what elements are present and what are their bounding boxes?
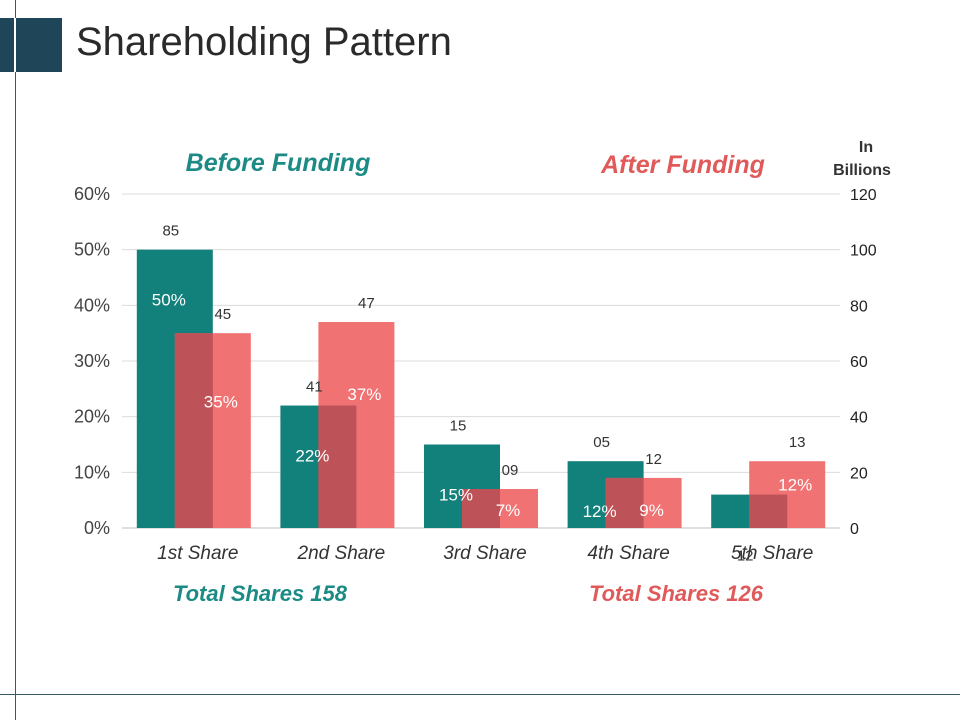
bar-overlap bbox=[462, 489, 500, 528]
y-tick-right: 60 bbox=[850, 354, 868, 371]
right-axis-label-line2: Billions bbox=[833, 162, 891, 179]
left-vertical-rule bbox=[15, 0, 16, 720]
y-tick-left: 30% bbox=[74, 351, 110, 371]
total-shares-after: Total Shares 126 bbox=[589, 581, 764, 606]
page-title: Shareholding Pattern bbox=[76, 20, 452, 64]
data-label-after-amount: 13 bbox=[789, 434, 806, 451]
data-label-after-amount: 45 bbox=[214, 306, 231, 323]
x-tick-label: 3rd Share bbox=[443, 543, 526, 564]
data-label-after-percent: 37% bbox=[347, 385, 381, 404]
y-tick-right: 0 bbox=[850, 521, 859, 538]
legend-after-funding: After Funding bbox=[600, 151, 765, 179]
right-axis-label-line1: In bbox=[859, 139, 873, 156]
data-label-before-amount: 15 bbox=[450, 418, 467, 435]
x-tick-label: 4th Share bbox=[587, 543, 669, 564]
data-label-before-percent: 6% bbox=[731, 536, 756, 555]
data-label-before-amount: 41 bbox=[306, 379, 323, 396]
data-label-before-percent: 12% bbox=[583, 502, 617, 521]
data-label-after-amount: 47 bbox=[358, 295, 375, 312]
legend-before-funding: Before Funding bbox=[186, 149, 371, 177]
y-tick-left: 0% bbox=[84, 518, 110, 538]
x-tick-label: 2nd Share bbox=[297, 543, 386, 564]
y-tick-right: 20 bbox=[850, 465, 868, 482]
total-shares-before: Total Shares 158 bbox=[173, 581, 348, 606]
bar-overlap bbox=[605, 477, 644, 528]
title-accent-block bbox=[0, 18, 62, 72]
bottom-horizontal-rule bbox=[0, 694, 960, 695]
data-label-before-amount: 05 bbox=[593, 434, 610, 451]
x-tick-label: 5th Share bbox=[731, 543, 813, 564]
y-tick-left: 40% bbox=[74, 295, 110, 315]
title-accent-strip bbox=[14, 18, 16, 72]
data-label-after-amount: 12 bbox=[645, 451, 662, 468]
x-tick-label: 1st Share bbox=[157, 543, 238, 564]
data-label-after-percent: 35% bbox=[204, 392, 238, 411]
y-tick-left: 60% bbox=[74, 184, 110, 204]
bar-overlap bbox=[174, 333, 213, 528]
data-label-before-percent: 22% bbox=[295, 447, 329, 466]
bar-overlap bbox=[318, 405, 357, 528]
data-label-before-amount: 85 bbox=[162, 223, 179, 240]
y-tick-left: 10% bbox=[74, 462, 110, 482]
data-label-before-amount: 12 bbox=[737, 548, 754, 565]
bar-overlap bbox=[749, 494, 788, 528]
data-label-after-percent: 7% bbox=[496, 501, 521, 520]
y-tick-right: 40 bbox=[850, 410, 868, 427]
data-label-after-percent: 12% bbox=[778, 476, 812, 495]
data-label-after-percent: 9% bbox=[639, 501, 664, 520]
y-tick-right: 120 bbox=[850, 187, 877, 204]
data-label-after-amount: 09 bbox=[502, 462, 519, 479]
y-tick-right: 100 bbox=[850, 243, 877, 260]
data-label-before-percent: 50% bbox=[152, 291, 186, 310]
y-tick-left: 50% bbox=[74, 240, 110, 260]
y-tick-left: 20% bbox=[74, 407, 110, 427]
data-label-before-percent: 15% bbox=[439, 486, 473, 505]
y-tick-right: 80 bbox=[850, 298, 868, 315]
